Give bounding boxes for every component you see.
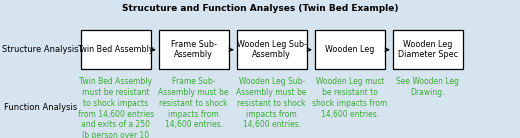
Text: Twin Bed Assembly
must be resistant
to shock impacts
from 14,600 entries
and exi: Twin Bed Assembly must be resistant to s… xyxy=(77,77,154,138)
Text: Twin Bed Assembly: Twin Bed Assembly xyxy=(77,45,154,54)
FancyBboxPatch shape xyxy=(81,30,151,69)
Text: Structure Analysis: Structure Analysis xyxy=(2,45,79,54)
FancyBboxPatch shape xyxy=(237,30,307,69)
Text: Wooden Leg: Wooden Leg xyxy=(325,45,374,54)
FancyBboxPatch shape xyxy=(159,30,229,69)
Text: Wooden Leg
Diameter Spec: Wooden Leg Diameter Spec xyxy=(398,40,458,59)
Text: Frame Sub-
Assembly: Frame Sub- Assembly xyxy=(171,40,217,59)
Text: See Wooden Leg
Drawing.: See Wooden Leg Drawing. xyxy=(396,77,459,97)
Text: Frame Sub-
Assembly must be
resistant to shock
impacts from
14,600 entries.: Frame Sub- Assembly must be resistant to… xyxy=(159,77,229,129)
Text: Function Analysis: Function Analysis xyxy=(4,103,77,112)
FancyBboxPatch shape xyxy=(315,30,385,69)
Text: Wooden Leg Sub-
Assembly: Wooden Leg Sub- Assembly xyxy=(237,40,307,59)
Text: Wooden Leg Sub-
Assembly must be
resistant to shock
impacts from
14,600 entries.: Wooden Leg Sub- Assembly must be resista… xyxy=(237,77,307,129)
Text: Strucuture and Function Analyses (Twin Bed Example): Strucuture and Function Analyses (Twin B… xyxy=(122,4,398,13)
FancyBboxPatch shape xyxy=(393,30,463,69)
Text: Wooden Leg must
be resistant to
shock impacts from
14,600 entries.: Wooden Leg must be resistant to shock im… xyxy=(312,77,387,119)
